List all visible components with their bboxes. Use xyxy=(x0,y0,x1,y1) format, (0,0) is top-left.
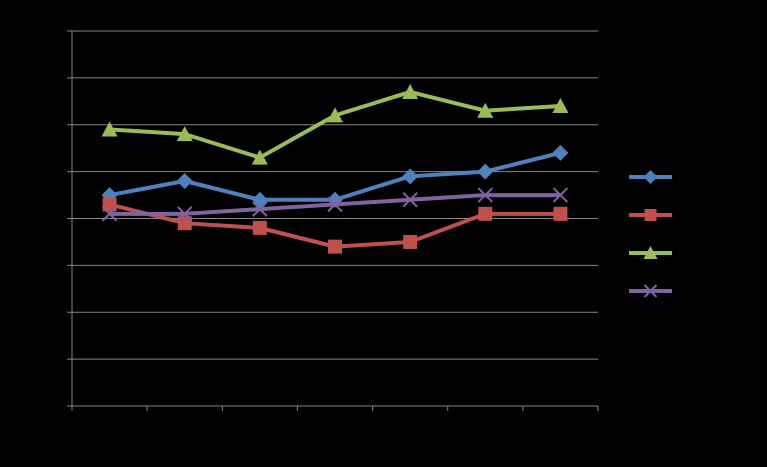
series-3 xyxy=(101,83,569,165)
data-point xyxy=(327,107,343,123)
marker-stroke xyxy=(252,201,268,217)
data-point xyxy=(251,149,268,165)
data-point xyxy=(328,239,342,254)
data-point xyxy=(402,83,419,99)
data-point xyxy=(177,216,192,231)
data-point xyxy=(102,197,117,212)
legend-marker xyxy=(643,246,658,259)
series-2 xyxy=(102,197,568,254)
series-1 xyxy=(101,144,569,208)
data-point xyxy=(252,201,268,217)
data-point xyxy=(477,187,493,203)
data-point xyxy=(327,196,343,213)
data-point xyxy=(101,206,118,222)
data-point xyxy=(477,102,494,118)
data-point xyxy=(176,126,193,142)
data-point xyxy=(552,187,569,203)
marker-stroke xyxy=(552,187,569,203)
marker-stroke xyxy=(327,196,343,213)
legend-entry-3 xyxy=(629,246,672,259)
data-point xyxy=(402,168,419,185)
marker-stroke xyxy=(643,284,658,298)
series-group xyxy=(101,83,569,254)
data-point xyxy=(477,163,494,180)
legend-entry-2 xyxy=(629,209,672,221)
legend-marker xyxy=(643,170,658,184)
marker-stroke xyxy=(177,206,193,222)
data-point xyxy=(176,173,193,189)
legend-entry-4 xyxy=(629,284,672,298)
series-4 xyxy=(101,187,569,222)
marker-stroke xyxy=(477,187,493,203)
axes xyxy=(67,30,599,411)
marker-stroke xyxy=(101,206,118,222)
legend-marker xyxy=(643,284,658,298)
data-point xyxy=(101,121,118,137)
data-point xyxy=(553,206,568,221)
data-point xyxy=(552,144,569,161)
legend-entry-1 xyxy=(629,170,672,184)
marker-stroke xyxy=(402,192,418,208)
data-point xyxy=(252,220,267,235)
data-point xyxy=(478,206,493,221)
data-point xyxy=(177,206,193,222)
data-point xyxy=(402,192,418,208)
legend xyxy=(629,170,672,298)
data-point xyxy=(552,98,569,113)
legend-marker xyxy=(644,209,657,221)
data-point xyxy=(403,234,418,249)
